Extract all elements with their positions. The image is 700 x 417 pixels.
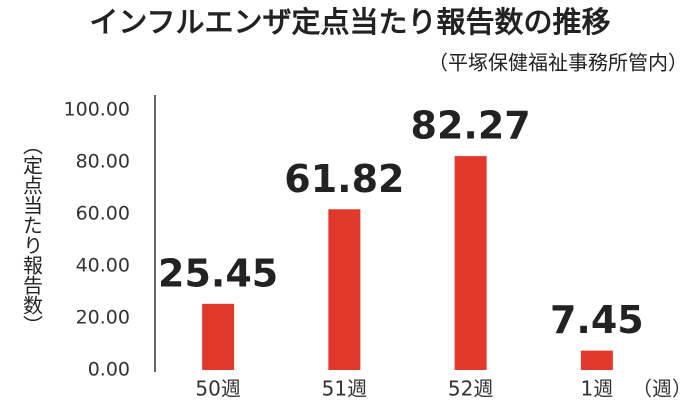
- data-label: 7.45: [550, 298, 644, 342]
- chart-title: インフルエンザ定点当たり報告数の推移: [89, 5, 610, 39]
- y-axis-label: （定点当たり報告数）: [20, 135, 44, 335]
- y-tick-label: 20.00: [76, 307, 130, 329]
- y-tick-label: 80.00: [76, 151, 130, 173]
- bar: [454, 156, 487, 370]
- y-tick-label: 60.00: [76, 203, 130, 225]
- data-label: 25.45: [158, 251, 278, 295]
- x-tick-label: 52週: [448, 377, 493, 401]
- x-tick-label: 51週: [322, 377, 367, 401]
- bar: [202, 303, 235, 370]
- bar: [580, 350, 613, 370]
- x-tick-label: 1週: [581, 377, 614, 401]
- chart-subtitle: （平塚保健福祉事務所管内）: [428, 51, 688, 75]
- x-tick-label: 50週: [195, 377, 240, 401]
- data-label: 61.82: [284, 157, 404, 201]
- y-tick-label: 100.00: [64, 99, 130, 121]
- data-label: 82.27: [411, 104, 531, 148]
- x-axis-label: （週）: [632, 377, 692, 401]
- y-tick-label: 0.00: [88, 359, 130, 381]
- y-tick-label: 40.00: [76, 255, 130, 277]
- bar: [328, 209, 361, 370]
